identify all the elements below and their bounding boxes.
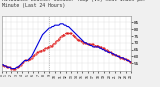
Text: Milwaukee Weather Outdoor Temp (vs) Heat Index per Minute (Last 24 Hours): Milwaukee Weather Outdoor Temp (vs) Heat… xyxy=(2,0,145,8)
